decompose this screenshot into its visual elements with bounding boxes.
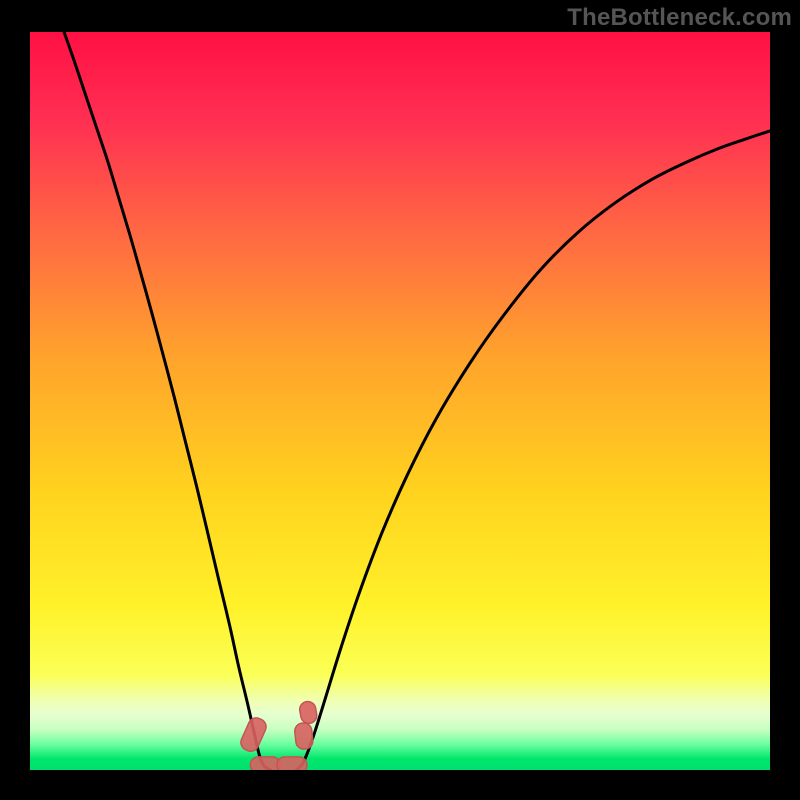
attribution-text: TheBottleneck.com bbox=[567, 4, 792, 32]
chart-frame bbox=[28, 30, 772, 772]
pill-marker bbox=[277, 757, 307, 770]
pill-marker bbox=[250, 757, 280, 770]
chart-background bbox=[30, 32, 770, 770]
bottleneck-chart bbox=[30, 32, 770, 770]
root: TheBottleneck.com bbox=[0, 0, 800, 800]
pill-marker bbox=[294, 722, 314, 750]
